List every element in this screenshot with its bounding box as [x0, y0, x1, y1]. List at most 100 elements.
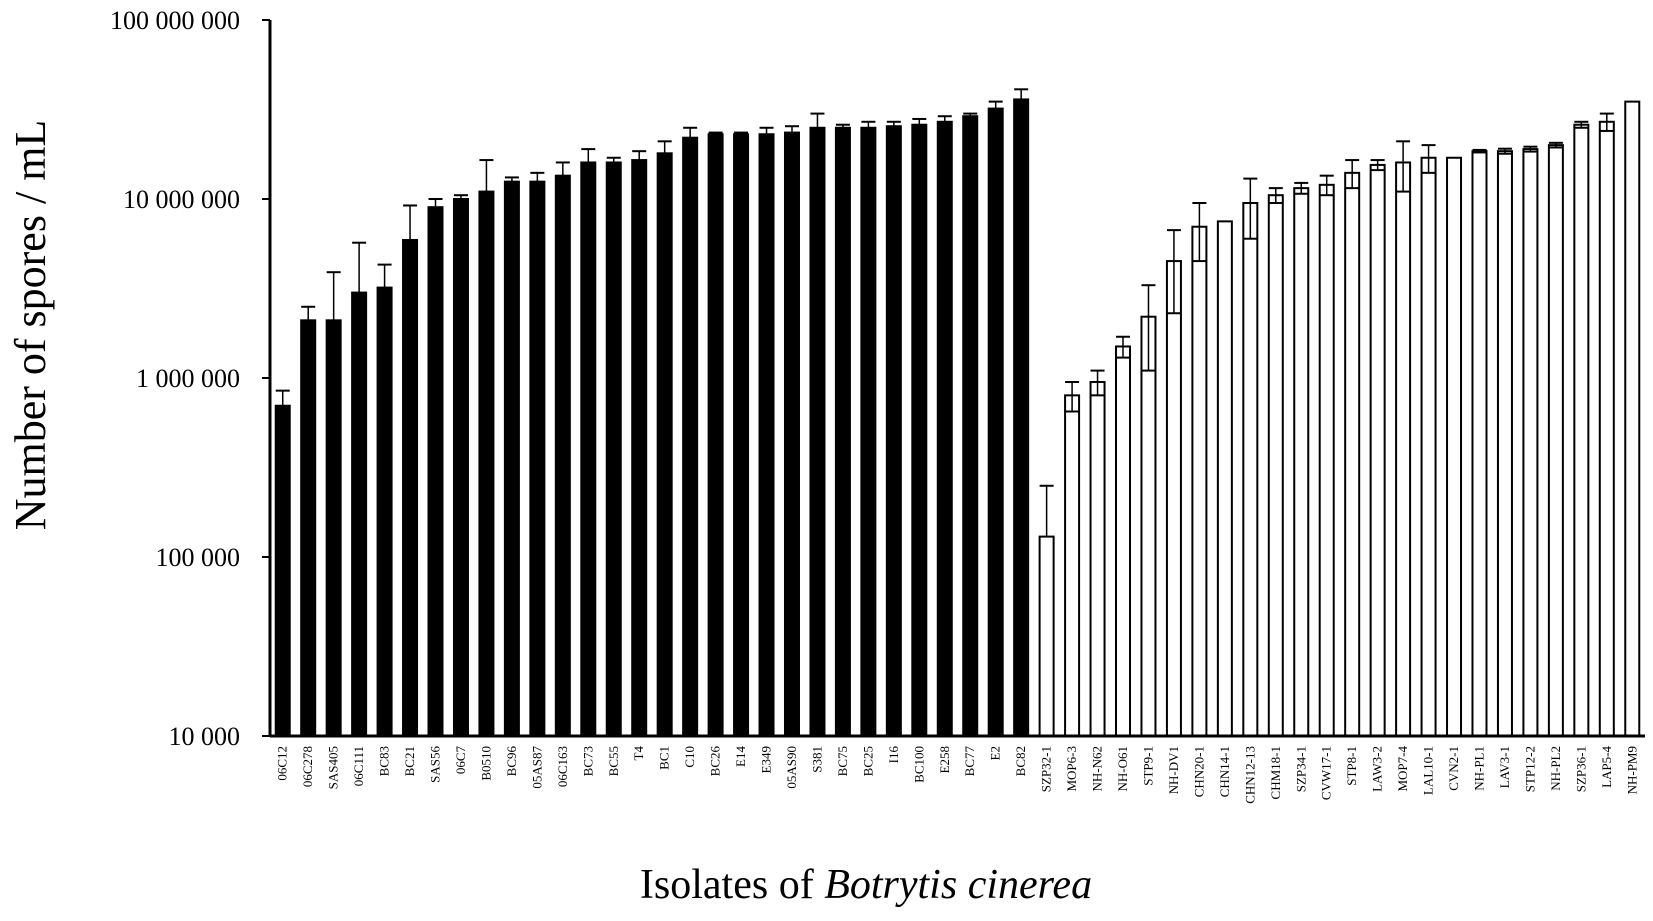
category-label: SZP34-1: [1293, 746, 1308, 792]
bar: [962, 115, 979, 737]
x-axis-label-species: Botrytis cinerea: [824, 862, 1092, 908]
bar: [1191, 225, 1208, 737]
y-tick-label: 1 000 000: [136, 364, 240, 393]
bar: [682, 136, 699, 737]
category-label: SAS405: [326, 746, 341, 789]
category-label: CHN12-13: [1242, 746, 1257, 804]
x-axis: 06C12 06C278 SAS405 06C111 BC83 BC21 SAS56 06C7…: [270, 734, 1645, 804]
category-label: NH-DV1: [1166, 746, 1181, 794]
bar: [452, 198, 469, 737]
category-label: NH-PL1: [1471, 746, 1486, 791]
y-tick-label: 100 000: [156, 543, 241, 572]
category-label: SZP32-1: [1039, 746, 1054, 792]
bar: [1013, 98, 1030, 737]
category-label: C10: [682, 746, 697, 768]
category-label: S381: [809, 746, 824, 773]
category-label: NH-PM9: [1624, 746, 1639, 794]
bar: [274, 404, 291, 737]
bar: [1038, 535, 1055, 737]
category-label: LAV3-1: [1497, 746, 1512, 788]
category-label: E14: [733, 746, 748, 767]
bar: [1165, 260, 1182, 737]
bar: [1496, 150, 1513, 737]
category-label: CVN2-1: [1446, 746, 1461, 791]
bar: [1395, 161, 1412, 737]
category-label: LAL10-1: [1421, 746, 1436, 795]
bar: [605, 161, 622, 737]
bar: [580, 161, 597, 737]
category-label: BC26: [708, 746, 723, 777]
bar: [987, 107, 1004, 738]
category-label: MOP6-3: [1064, 746, 1079, 792]
bar: [1598, 120, 1615, 737]
bar: [1624, 100, 1641, 737]
category-label: BC96: [504, 746, 519, 777]
x-axis-label: Isolates of Botrytis cinerea: [640, 862, 1092, 908]
bar: [300, 319, 317, 737]
category-label: BC82: [1013, 746, 1028, 776]
category-label: BC83: [377, 746, 392, 776]
bar: [758, 133, 775, 737]
bar: [1547, 144, 1564, 738]
category-label: LAP5-4: [1599, 746, 1614, 788]
bar: [529, 180, 546, 737]
category-label: 06C7: [453, 746, 468, 775]
category-label: NH-N62: [1090, 746, 1105, 792]
bar: [1293, 187, 1310, 738]
category-label: CHN14-1: [1217, 746, 1232, 797]
category-label: 06C12: [275, 746, 290, 781]
category-label: STP8-1: [1344, 746, 1359, 786]
bar: [783, 131, 800, 737]
bar: [1267, 194, 1284, 738]
category-label: 05AS90: [784, 746, 799, 789]
bar: [1420, 156, 1437, 738]
category-label: E349: [759, 746, 774, 773]
category-label: 06C163: [555, 746, 570, 787]
bar: [1369, 163, 1386, 738]
x-axis-label-prefix: Isolates of: [640, 862, 824, 908]
category-label: NH-O61: [1115, 746, 1130, 792]
y-axis: 10 000 100 000 1 000 000 10 000 000 100 000 …: [110, 6, 272, 751]
category-label: BC21: [402, 746, 417, 776]
bar: [733, 133, 750, 737]
bar: [707, 133, 724, 737]
bar: [1140, 315, 1157, 737]
bar: [936, 120, 953, 737]
bar: [834, 126, 851, 737]
bar: [1089, 380, 1106, 737]
category-label: STP9-1: [1140, 746, 1155, 786]
bar: [1344, 171, 1361, 737]
category-label: B0510: [478, 746, 493, 781]
category-label: 06C111: [351, 746, 366, 786]
bar: [1471, 150, 1488, 737]
bar: [860, 126, 877, 737]
bar: [1115, 345, 1132, 737]
category-label: CHN20-1: [1191, 746, 1206, 797]
bar: [503, 180, 520, 737]
bars: [274, 88, 1641, 738]
bar: [376, 286, 393, 737]
category-label: SZP36-1: [1573, 746, 1588, 792]
bar: [1216, 220, 1233, 738]
bar: [402, 239, 419, 737]
y-tick-label: 10 000 000: [123, 185, 240, 214]
category-label: I16: [886, 746, 901, 764]
bar: [1064, 394, 1081, 737]
bar: [478, 190, 495, 738]
category-label: BC77: [962, 746, 977, 777]
bar: [809, 126, 826, 737]
bar: [631, 159, 648, 737]
category-label: 06C278: [300, 746, 315, 787]
bar: [1573, 123, 1590, 737]
category-label: LAW3-2: [1370, 746, 1385, 792]
bar: [554, 174, 571, 738]
bar: [656, 152, 673, 738]
bar: [427, 206, 444, 737]
category-label: BC73: [580, 746, 595, 776]
bar: [1522, 148, 1539, 738]
category-label: SAS56: [428, 746, 443, 783]
category-label: BC75: [835, 746, 850, 776]
category-label: T4: [631, 746, 646, 761]
